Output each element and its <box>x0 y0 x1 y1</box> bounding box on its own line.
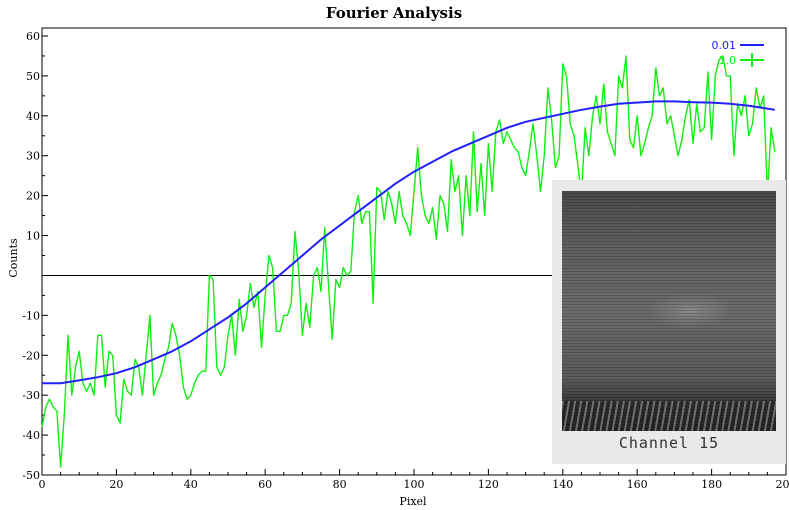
x-tick-label: 160 <box>627 478 648 491</box>
x-tick-label: 0 <box>39 478 46 491</box>
x-tick-label: 60 <box>258 478 272 491</box>
x-tick-label: 40 <box>184 478 198 491</box>
chart-legend: 0.01 1.0 <box>712 39 764 67</box>
x-tick-label: 140 <box>552 478 573 491</box>
channel-image-panel: Channel 15 <box>552 180 786 464</box>
x-tick-label: 20 <box>109 478 123 491</box>
y-tick-label: 20 <box>26 190 40 203</box>
y-tick-label: 40 <box>26 110 40 123</box>
y-tick-label: 10 <box>26 230 40 243</box>
y-tick-label: -10 <box>22 309 40 322</box>
y-axis-label: Counts <box>7 238 20 278</box>
channel-image <box>562 191 776 431</box>
x-axis-label: Pixel <box>399 495 427 508</box>
channel-caption: Channel 15 <box>618 434 720 452</box>
y-tick-label: -30 <box>22 389 40 402</box>
y-tick-label: -20 <box>22 349 40 362</box>
chart-axes: 0 20 40 60 80 100 120 140 160 180 200 60 50 40 30 20 10 -… <box>22 27 789 491</box>
y-tick-label: 50 <box>26 70 40 83</box>
x-tick-label: 80 <box>333 478 347 491</box>
y-tick-label: 60 <box>26 30 40 43</box>
x-tick-label: 200 <box>776 478 789 491</box>
chart-series <box>41 55 776 468</box>
series-line-0 <box>42 100 775 385</box>
x-tick-label: 180 <box>701 478 722 491</box>
x-tick-label: 100 <box>404 478 425 491</box>
y-tick-label: 30 <box>26 150 40 163</box>
series-line-1 <box>41 55 776 468</box>
chart-title: Fourier Analysis <box>326 4 462 22</box>
y-tick-label: -50 <box>22 469 40 482</box>
x-tick-label: 120 <box>478 478 499 491</box>
legend-label-0: 0.01 <box>712 39 737 52</box>
y-tick-label: -40 <box>22 429 40 442</box>
legend-label-1: 1.0 <box>719 54 737 67</box>
